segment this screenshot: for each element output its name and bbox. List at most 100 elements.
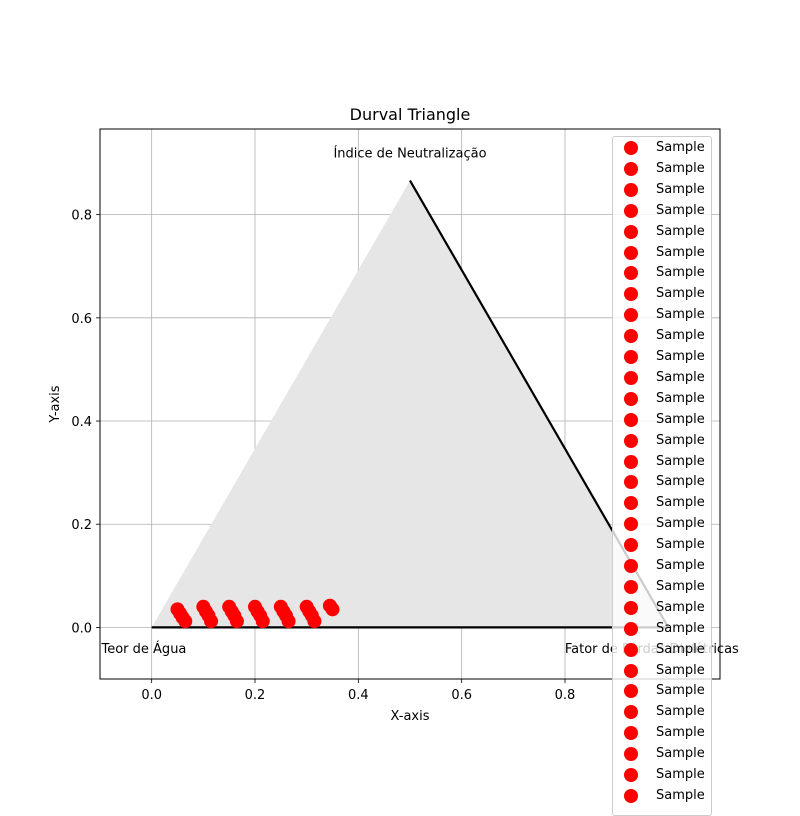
legend-label: Sample — [656, 453, 705, 469]
legend: Sample Sample Sample Sample Sample Sample Samp… — [612, 136, 712, 816]
data-point — [178, 614, 193, 629]
legend-marker — [624, 308, 638, 323]
legend-entry: Sample — [613, 640, 711, 661]
legend-label: Sample — [656, 244, 705, 260]
legend-marker — [624, 579, 638, 594]
legend-entry: Sample — [613, 619, 711, 640]
legend-label: Sample — [656, 390, 705, 406]
legend-label: Sample — [656, 683, 705, 699]
legend-marker — [624, 600, 638, 615]
vertex-label: Teor de Água — [101, 641, 187, 657]
legend-entry: Sample — [613, 786, 711, 807]
legend-marker — [624, 266, 638, 281]
legend-marker — [624, 245, 638, 260]
legend-entry: Sample — [613, 347, 711, 368]
data-points — [170, 598, 340, 629]
legend-entry: Sample — [613, 723, 711, 744]
legend-label: Sample — [656, 369, 705, 385]
legend-marker — [624, 642, 638, 657]
y-tick-label: 0.4 — [71, 415, 92, 430]
data-point — [281, 614, 296, 629]
legend-label: Sample — [656, 725, 705, 741]
y-tick-label: 0.2 — [71, 518, 92, 533]
data-point — [255, 614, 270, 629]
legend-entry: Sample — [613, 159, 711, 180]
legend-marker — [624, 496, 638, 511]
legend-marker — [624, 350, 638, 364]
legend-label: Sample — [656, 349, 705, 364]
chart-title: Durval Triangle — [350, 105, 471, 124]
legend-label: Sample — [656, 704, 705, 720]
y-tick-label: 0.8 — [71, 209, 92, 224]
data-point — [204, 614, 219, 629]
legend-entry: Sample — [613, 201, 711, 222]
legend-label: Sample — [656, 202, 705, 218]
legend-entry: Sample — [613, 681, 711, 702]
legend-label: Sample — [656, 662, 705, 678]
data-point — [307, 614, 322, 629]
legend-label: Sample — [656, 537, 705, 553]
legend-label: Sample — [656, 474, 705, 490]
legend-marker — [624, 788, 638, 803]
legend-entry: Sample — [613, 368, 711, 389]
legend-label: Sample — [656, 787, 705, 803]
legend-entry: Sample — [613, 556, 711, 577]
legend-label: Sample — [656, 516, 705, 532]
legend-marker — [624, 768, 638, 782]
legend-marker — [624, 663, 638, 678]
legend-entry: Sample — [613, 263, 711, 284]
data-point — [325, 602, 340, 617]
legend-label: Sample — [656, 599, 705, 615]
legend-marker — [624, 705, 638, 720]
legend-label: Sample — [656, 328, 705, 344]
legend-marker — [624, 224, 638, 239]
legend-marker — [624, 726, 638, 741]
y-tick-label: 0.6 — [71, 312, 92, 327]
legend-label: Sample — [656, 181, 705, 197]
legend-marker — [624, 684, 638, 699]
legend-entry: Sample — [613, 702, 711, 723]
legend-marker — [624, 747, 638, 762]
legend-label: Sample — [656, 767, 705, 782]
legend-entry: Sample — [613, 514, 711, 535]
legend-entry: Sample — [613, 472, 711, 493]
legend-label: Sample — [656, 432, 705, 448]
x-tick-label: 0.8 — [555, 688, 576, 703]
x-axis-label: X-axis — [391, 709, 430, 724]
x-tick-label: 0.4 — [348, 688, 369, 703]
axes-frame — [99, 128, 721, 680]
legend-label: Sample — [656, 265, 705, 281]
legend-entry: Sample — [613, 577, 711, 598]
legend-marker — [624, 141, 638, 155]
legend-entry: Sample — [613, 661, 711, 682]
vertex-label: Índice de Neutralização — [333, 146, 486, 162]
legend-label: Sample — [656, 140, 705, 155]
legend-marker — [624, 182, 638, 197]
legend-marker — [624, 370, 638, 385]
legend-entry: Sample — [613, 305, 711, 326]
y-axis-label: Y-axis — [48, 385, 63, 423]
legend-marker — [624, 412, 638, 427]
legend-entry: Sample — [613, 180, 711, 201]
legend-entry: Sample — [613, 765, 711, 786]
legend-entry: Sample — [613, 598, 711, 619]
triangle-fill — [151, 180, 669, 628]
legend-label: Sample — [656, 286, 705, 302]
legend-marker — [624, 475, 638, 490]
legend-entry: Sample — [613, 326, 711, 347]
legend-entry: Sample — [613, 452, 711, 473]
legend-label: Sample — [656, 307, 705, 323]
x-tick-label: 0.2 — [245, 688, 266, 703]
legend-label: Sample — [656, 641, 705, 657]
data-point — [229, 614, 244, 629]
legend-marker — [624, 454, 638, 469]
legend-marker — [624, 517, 638, 532]
axis-ticks: 0.0 0.2 0.4 0.6 0.8 0.0 0.2 0.4 0.6 0.8 — [71, 209, 575, 703]
legend-entry: Sample — [613, 431, 711, 452]
legend-marker — [624, 559, 638, 573]
legend-marker — [624, 391, 638, 406]
legend-label: Sample — [656, 558, 705, 573]
legend-label: Sample — [656, 620, 705, 636]
legend-entry: Sample — [613, 284, 711, 305]
